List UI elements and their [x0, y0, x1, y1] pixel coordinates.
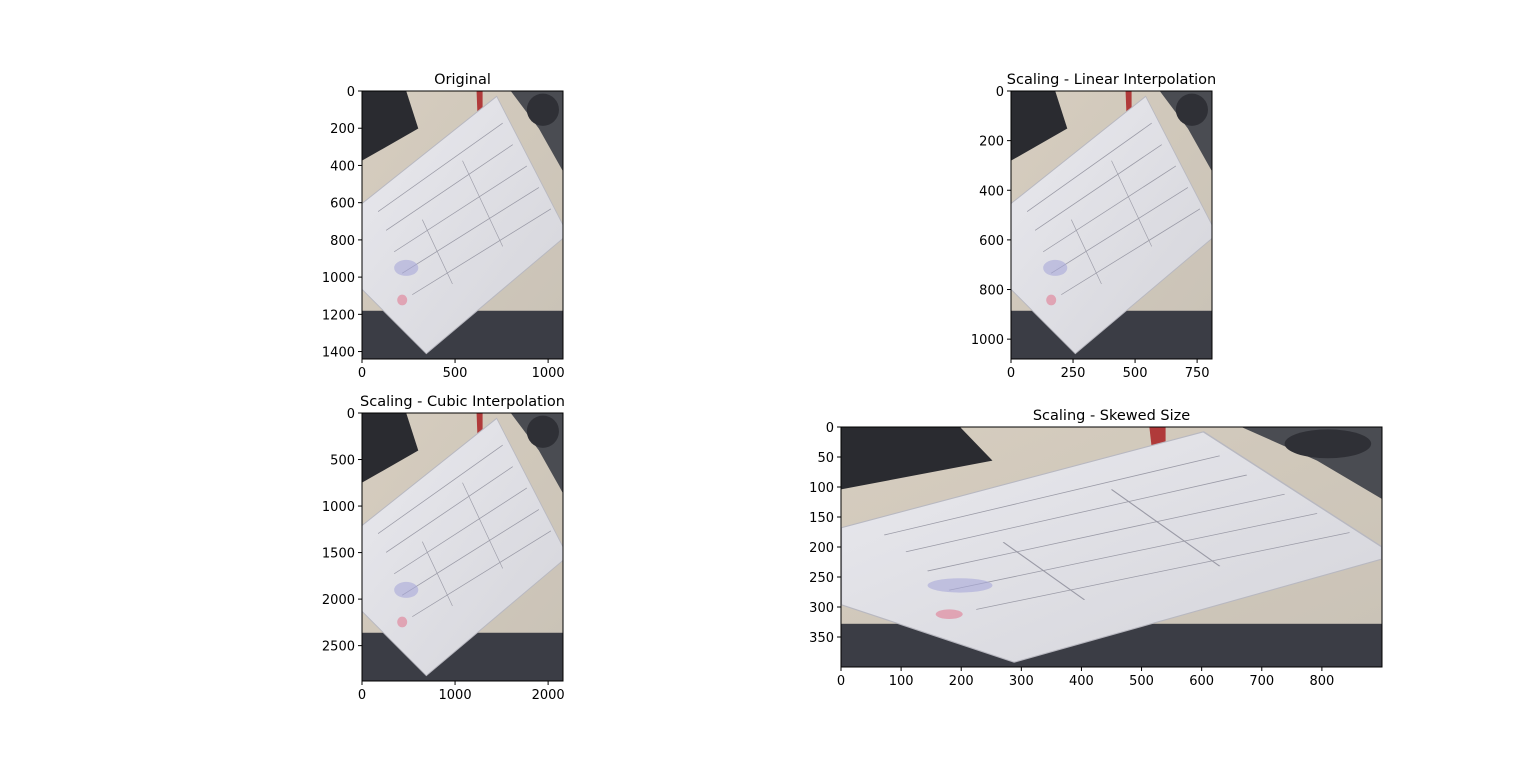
y-tick-label: 600	[330, 197, 355, 212]
y-tick-label: 1000	[971, 333, 1004, 348]
subplot-title: Scaling - Linear Interpolation	[1007, 72, 1216, 88]
x-tick-label: 500	[443, 366, 468, 381]
y-tick-label: 500	[330, 454, 355, 469]
y-tick-label: 600	[979, 234, 1004, 249]
y-tick-label: 800	[979, 284, 1004, 299]
y-tick-label: 1000	[322, 271, 355, 286]
image	[362, 413, 563, 681]
y-tick-label: 200	[979, 135, 1004, 150]
x-tick-label: 1000	[439, 688, 472, 703]
x-tick-label: 250	[1061, 366, 1086, 381]
x-tick-label: 500	[1129, 674, 1154, 689]
axes-frame	[1010, 90, 1213, 360]
y-tick-label: 250	[809, 571, 834, 586]
y-tick-label: 0	[826, 421, 834, 436]
x-tick-label: 500	[1123, 366, 1148, 381]
y-tick-label: 1500	[322, 547, 355, 562]
axes-frame	[361, 90, 564, 360]
subplot-title: Original	[434, 72, 491, 88]
y-tick-label: 0	[996, 85, 1004, 100]
image	[841, 427, 1382, 667]
x-tick-label: 0	[837, 674, 845, 689]
x-tick-label: 0	[358, 688, 366, 703]
x-tick-label: 0	[358, 366, 366, 381]
x-tick-label: 700	[1249, 674, 1274, 689]
y-tick-label: 400	[330, 159, 355, 174]
x-tick-label: 600	[1189, 674, 1214, 689]
x-tick-label: 800	[1309, 674, 1334, 689]
y-tick-label: 400	[979, 184, 1004, 199]
y-tick-label: 150	[809, 511, 834, 526]
y-tick-label: 0	[347, 407, 355, 422]
y-tick-label: 2500	[322, 640, 355, 655]
y-tick-label: 1000	[322, 500, 355, 515]
x-tick-label: 300	[1009, 674, 1034, 689]
image	[362, 91, 563, 359]
y-tick-label: 1200	[322, 308, 355, 323]
x-tick-label: 1000	[532, 366, 565, 381]
y-tick-label: 350	[809, 631, 834, 646]
y-tick-label: 800	[330, 234, 355, 249]
x-tick-label: 400	[1069, 674, 1094, 689]
subplot-title: Scaling - Skewed Size	[1033, 408, 1190, 424]
x-tick-label: 100	[889, 674, 914, 689]
y-tick-label: 300	[809, 601, 834, 616]
y-tick-label: 100	[809, 481, 834, 496]
x-tick-label: 2000	[532, 688, 565, 703]
y-tick-label: 200	[809, 541, 834, 556]
y-tick-label: 1400	[322, 346, 355, 361]
y-tick-label: 0	[347, 85, 355, 100]
x-tick-label: 200	[949, 674, 974, 689]
x-tick-label: 750	[1185, 366, 1210, 381]
y-tick-label: 2000	[322, 593, 355, 608]
y-tick-label: 200	[330, 122, 355, 137]
y-tick-label: 50	[817, 451, 834, 466]
x-tick-label: 0	[1007, 366, 1015, 381]
image	[1011, 91, 1212, 359]
subplot-title: Scaling - Cubic Interpolation	[360, 394, 565, 410]
axes-frame	[361, 412, 564, 682]
